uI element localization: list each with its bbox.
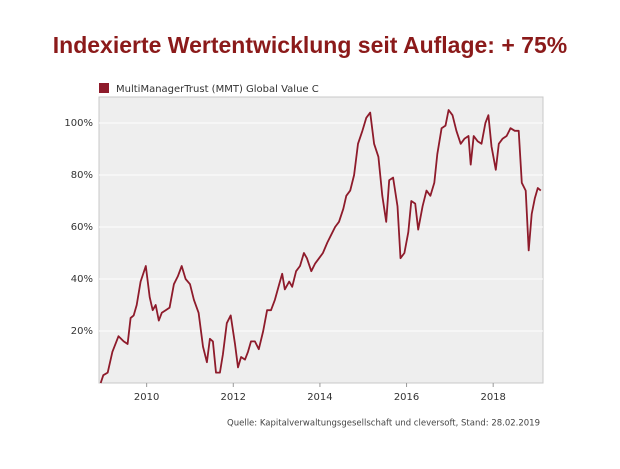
y-tick-label: 40%	[71, 274, 93, 285]
legend-label: MultiManagerTrust (MMT) Global Value C	[116, 84, 319, 95]
legend-swatch	[99, 83, 109, 93]
y-tick-label: 60%	[71, 222, 93, 233]
x-tick-label: 2010	[134, 392, 159, 403]
source-note: Quelle: Kapitalverwaltungsgesellschaft u…	[227, 419, 540, 429]
chart-title: Indexierte Wertentwicklung seit Auflage:…	[53, 32, 567, 58]
x-tick-label: 2016	[394, 392, 419, 403]
x-tick-label: 2018	[480, 392, 505, 403]
x-tick-label: 2014	[307, 392, 332, 403]
x-tick-label: 2012	[221, 392, 246, 403]
y-tick-label: 80%	[71, 170, 93, 181]
y-tick-label: 20%	[71, 326, 93, 337]
y-tick-label: 100%	[64, 118, 93, 129]
series-line	[99, 109, 542, 384]
